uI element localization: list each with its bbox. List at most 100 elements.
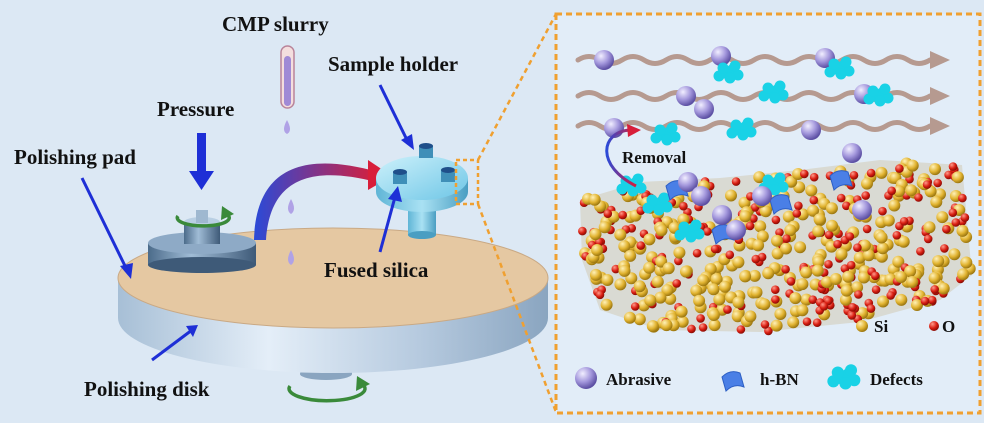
oxygen-atom <box>853 243 862 252</box>
oxygen-atom <box>819 302 829 311</box>
silicon-atom <box>956 224 969 237</box>
oxygen-atom <box>846 260 856 270</box>
silicon-atom <box>893 185 905 198</box>
silicon-atom <box>660 319 673 332</box>
oxygen-atom <box>887 186 896 196</box>
oxygen-atom <box>951 218 961 227</box>
defect-cluster <box>642 192 673 216</box>
oxygen-atom <box>786 277 796 286</box>
oxygen-atom <box>794 201 803 211</box>
defect-cluster <box>726 117 757 141</box>
silicon-atom <box>675 305 688 318</box>
silicon-atom <box>930 196 943 208</box>
legend-si-swatch <box>856 320 868 332</box>
slurry-dispenser <box>280 45 295 109</box>
oxygen-atom <box>861 191 870 200</box>
sample-holder <box>376 143 468 239</box>
silicon-atom <box>904 265 917 278</box>
slurry-flow-line <box>575 120 933 132</box>
rotation-arrow-icon <box>175 212 231 228</box>
silicon-atom <box>951 171 964 184</box>
silicon-atom <box>905 184 918 197</box>
silicon-atom <box>618 240 631 253</box>
silicon-atom <box>785 175 798 188</box>
oxygen-atom <box>899 217 909 226</box>
oxygen-atom <box>948 162 958 171</box>
oxygen-atom <box>871 271 880 281</box>
polishing-disk-arrow-icon <box>151 328 193 362</box>
silicon-atom <box>937 282 950 295</box>
silicon-atom <box>707 283 720 296</box>
oxygen-atom <box>948 208 958 217</box>
removal-arrow-icon <box>605 128 637 188</box>
silicon-atom <box>932 255 945 268</box>
silicon-atom <box>707 309 720 321</box>
defect-cluster <box>758 80 789 104</box>
silicon-atom <box>601 274 614 286</box>
silicon-atom <box>680 265 692 278</box>
silicon-atom <box>589 268 602 281</box>
silicon-atom <box>762 267 775 280</box>
hbn-flake <box>721 371 745 392</box>
silicon-atom <box>895 293 908 306</box>
oxygen-atom <box>595 290 605 300</box>
silicon-atom <box>792 168 805 180</box>
oxygen-atom <box>674 256 683 266</box>
silicon-atom <box>906 159 919 172</box>
silicon-atom <box>875 231 888 244</box>
silicon-atom <box>624 249 637 262</box>
oxygen-atom <box>960 213 970 222</box>
defect-cluster <box>824 56 855 80</box>
slurry-flow-line <box>575 54 933 66</box>
silicon-atom <box>895 271 907 283</box>
oxygen-atom <box>958 193 967 203</box>
curved-transfer-arrow-icon <box>254 163 378 240</box>
silicon-atom <box>928 272 941 284</box>
abrasive-particle <box>712 205 732 225</box>
silicon-atom <box>826 219 838 232</box>
silicon-atom <box>820 276 833 289</box>
abrasive-particle <box>594 50 614 70</box>
silicon-atom <box>780 242 792 255</box>
silicon-atom <box>753 171 766 184</box>
polishing-disk-label: Polishing disk <box>84 377 210 401</box>
pressure-label: Pressure <box>157 97 235 121</box>
silicon-atom <box>690 284 703 297</box>
silicon-atom <box>839 293 852 306</box>
abrasive-particle <box>678 172 698 192</box>
silicon-atom <box>614 278 627 291</box>
silicon-atom <box>623 311 636 324</box>
silicon-atom <box>789 292 802 305</box>
silicon-atom <box>842 270 855 283</box>
silicon-atom <box>713 293 726 306</box>
oxygen-atom <box>679 201 688 211</box>
oxygen-atom <box>808 295 818 305</box>
oxygen-atom <box>672 279 681 288</box>
silicon-atom <box>796 278 809 291</box>
silicon-atom <box>756 230 769 243</box>
silicon-atom <box>929 163 941 176</box>
silicon-atom <box>800 266 813 279</box>
legend-defects-label: Defects <box>870 370 923 389</box>
oxygen-atom <box>824 260 833 269</box>
silicon-atom <box>654 291 667 304</box>
oxygen-atom <box>848 303 857 312</box>
abrasive-particle <box>801 120 821 140</box>
silicon-atom <box>591 244 604 256</box>
silicon-atom <box>655 224 668 237</box>
oxygen-atom <box>927 295 937 305</box>
silicon-atom <box>948 248 961 261</box>
oxygen-atom <box>886 291 895 300</box>
silicon-atom <box>758 298 771 311</box>
oxygen-atom <box>914 193 923 202</box>
silicon-atom <box>861 177 873 190</box>
polishing-pad-label: Polishing pad <box>14 145 136 169</box>
silicon-atom <box>906 276 919 288</box>
silicon-atom <box>633 280 646 293</box>
silicon-atom <box>877 295 889 308</box>
silicon-atom <box>725 189 737 202</box>
silicon-atom <box>614 228 627 241</box>
oxygen-atom <box>854 290 863 299</box>
oxygen-atom <box>745 221 755 231</box>
oxygen-atom <box>698 323 708 332</box>
